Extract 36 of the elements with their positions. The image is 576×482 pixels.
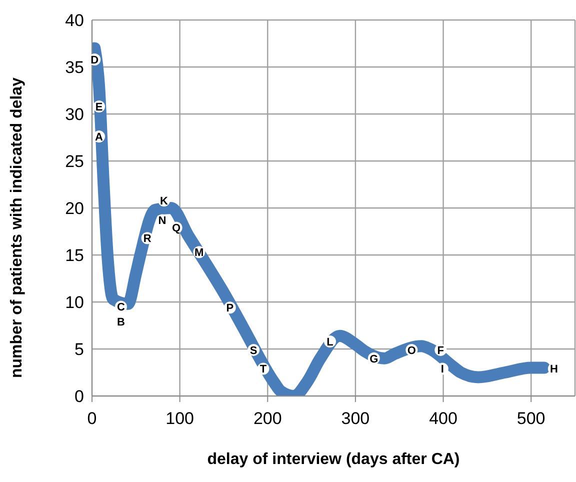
x-tick-label: 0 <box>87 409 97 428</box>
y-tick-label: 5 <box>74 340 84 360</box>
annotation: G <box>370 353 378 366</box>
x-tick-label: 400 <box>429 409 458 428</box>
annotation: R <box>143 232 152 245</box>
annotation: Q <box>172 222 182 235</box>
annotation: N <box>158 215 166 228</box>
x-tick-label: 100 <box>166 409 194 428</box>
annotation: S <box>250 344 258 357</box>
x-tick-label: 300 <box>341 409 370 428</box>
y-tick-label: 40 <box>65 11 84 30</box>
annotation: A <box>95 131 104 144</box>
annotation: D <box>90 54 99 66</box>
annotation: E <box>95 101 103 114</box>
x-axis-title: delay of interview (days after CA) <box>207 451 460 468</box>
annotation: L <box>326 336 334 348</box>
annotation: B <box>117 316 126 329</box>
annotation: C <box>117 302 126 314</box>
annotation: I <box>440 364 444 376</box>
annotation: P <box>226 302 234 315</box>
annotation: O <box>407 344 416 357</box>
y-tick-label: 35 <box>65 58 84 78</box>
x-tick-label: 200 <box>253 409 282 428</box>
y-tick-label: 20 <box>65 199 84 218</box>
annotation: M <box>194 247 204 260</box>
y-tick-label: 30 <box>65 105 84 124</box>
annotation: T <box>260 364 267 376</box>
y-tick-label: 25 <box>65 152 84 172</box>
x-tick-label: 500 <box>516 409 546 428</box>
y-axis-title: number of patients with indicated delay <box>8 77 26 378</box>
y-tick-label: 0 <box>74 387 84 406</box>
y-tick-label: 10 <box>65 293 84 312</box>
y-tick-label: 15 <box>65 246 84 266</box>
annotation: K <box>160 195 168 208</box>
annotation: H <box>550 364 558 376</box>
annotation: F <box>437 344 444 357</box>
